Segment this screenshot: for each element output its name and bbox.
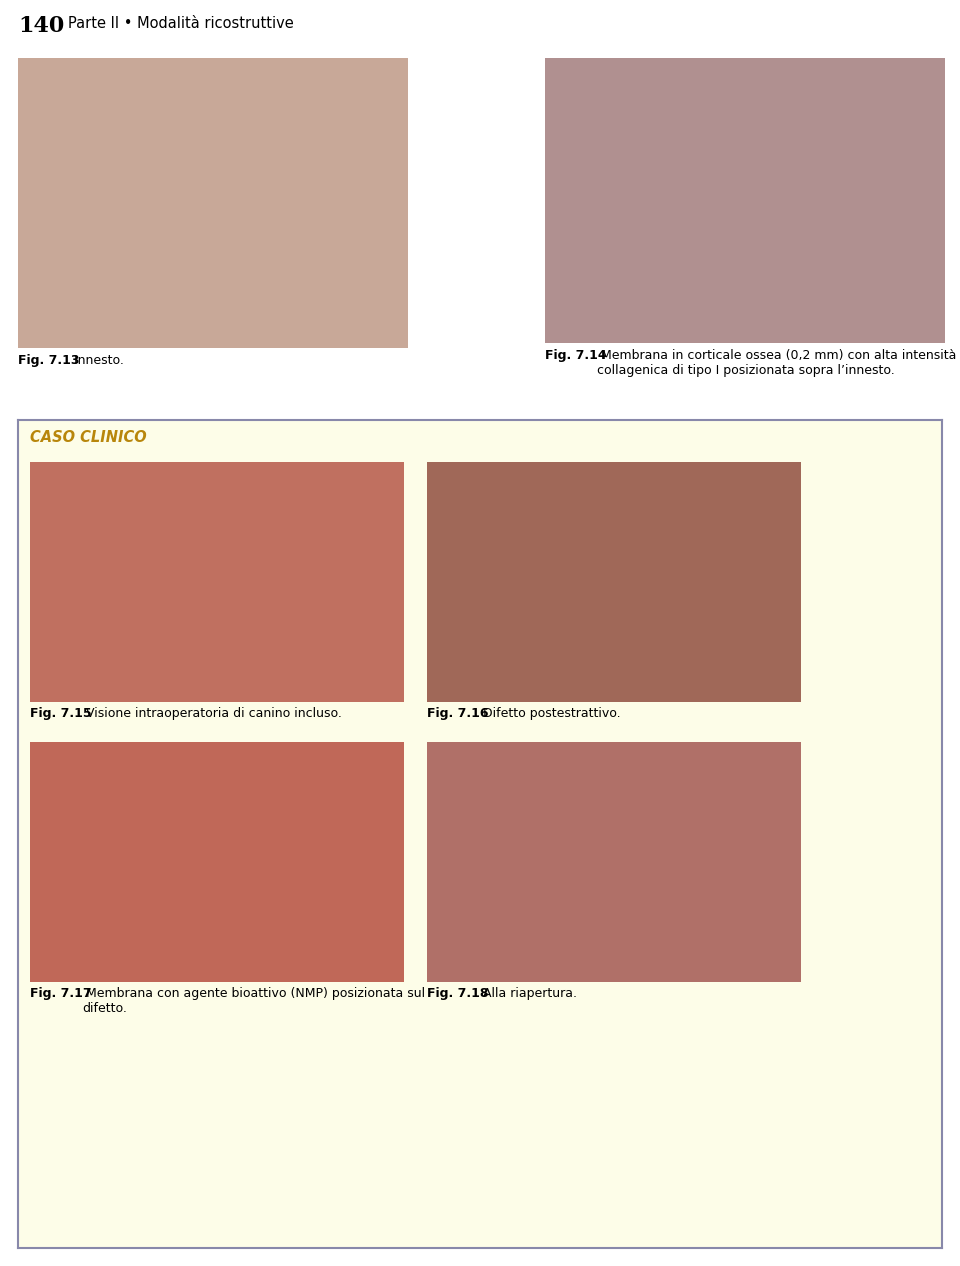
Text: Fig. 7.13: Fig. 7.13 xyxy=(18,354,80,367)
Text: Alla riapertura.: Alla riapertura. xyxy=(479,987,577,1000)
Text: Fig. 7.16: Fig. 7.16 xyxy=(427,706,489,720)
Text: Parte II • Modalità ricostruttive: Parte II • Modalità ricostruttive xyxy=(68,16,294,30)
Text: Innesto.: Innesto. xyxy=(70,354,124,367)
Text: Fig. 7.15: Fig. 7.15 xyxy=(30,706,91,720)
Text: Fig. 7.18: Fig. 7.18 xyxy=(427,987,489,1000)
Text: Membrana in corticale ossea (0,2 mm) con alta intensità
collagenica di tipo I po: Membrana in corticale ossea (0,2 mm) con… xyxy=(597,349,956,377)
Text: Membrana con agente bioattivo (NMP) posizionata sul
difetto.: Membrana con agente bioattivo (NMP) posi… xyxy=(82,987,425,1015)
Text: Fig. 7.14: Fig. 7.14 xyxy=(545,349,607,362)
Text: 140: 140 xyxy=(18,15,64,37)
Text: CASO CLINICO: CASO CLINICO xyxy=(30,430,147,446)
Text: Difetto postestrattivo.: Difetto postestrattivo. xyxy=(479,706,620,720)
Text: Fig. 7.17: Fig. 7.17 xyxy=(30,987,91,1000)
Text: Visione intraoperatoria di canino incluso.: Visione intraoperatoria di canino inclus… xyxy=(82,706,342,720)
